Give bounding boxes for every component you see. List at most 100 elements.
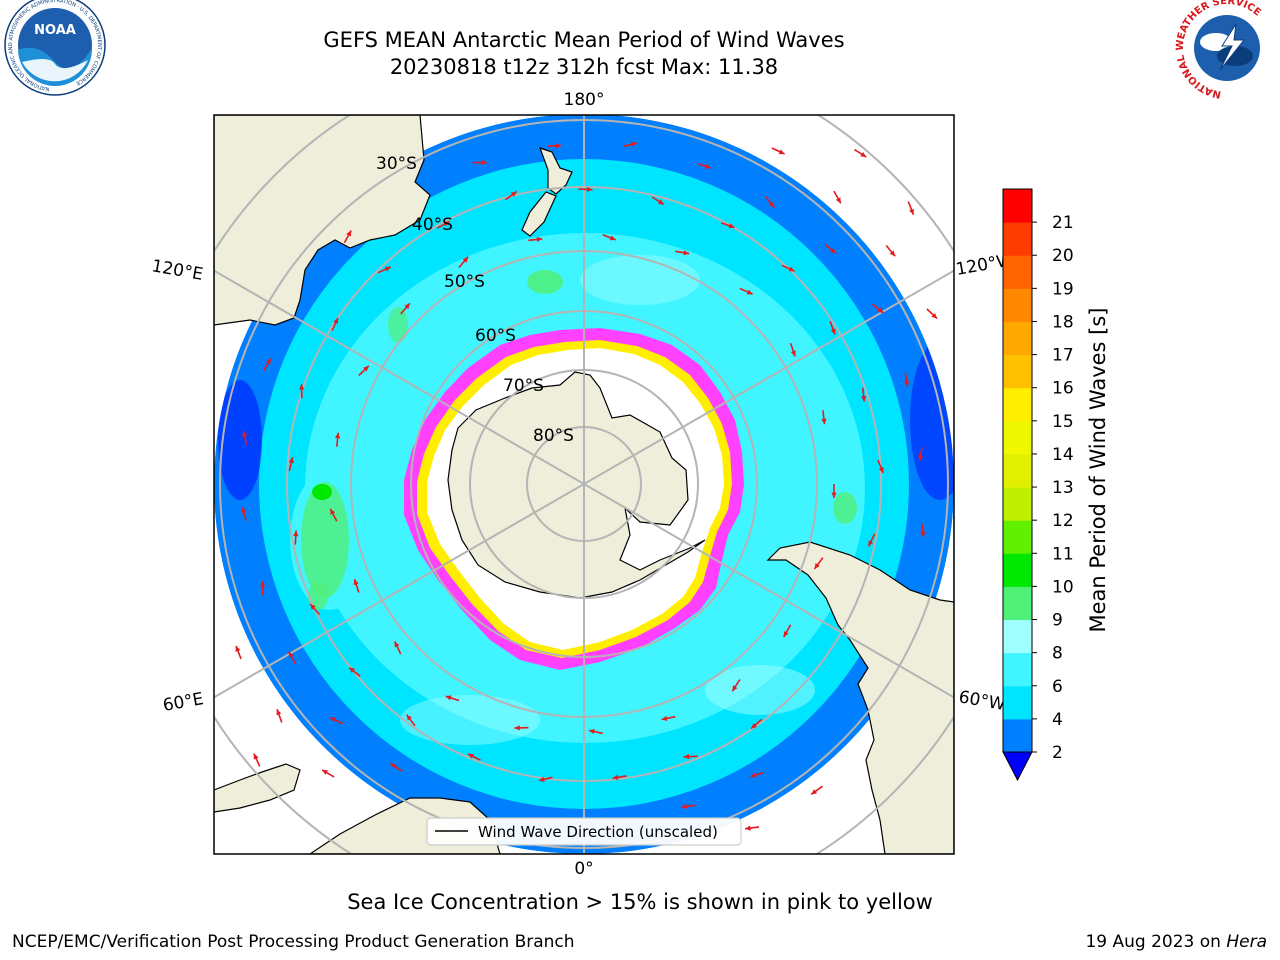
wind-wave-arrowhead bbox=[481, 160, 487, 166]
colorbar-tick-label: 8 bbox=[1052, 644, 1063, 664]
wind-wave-arrowhead bbox=[814, 563, 820, 569]
wind-wave-arrowhead bbox=[778, 149, 785, 155]
colorbar-tick-label: 19 bbox=[1052, 279, 1074, 299]
wind-wave-arrowhead bbox=[835, 197, 841, 204]
wind-wave-arrowhead bbox=[704, 163, 711, 169]
footer-date-text: 19 Aug 2023 on bbox=[1085, 932, 1221, 952]
wind-wave-arrowhead bbox=[394, 641, 400, 648]
colorbar-tick-label: 10 bbox=[1052, 577, 1074, 597]
colorbar-tick-label: 18 bbox=[1052, 312, 1074, 332]
wind-wave-arrowhead bbox=[288, 651, 294, 658]
footer-date: 19 Aug 2023 on Hera bbox=[1085, 932, 1267, 952]
colorbar-tick-label: 21 bbox=[1052, 213, 1074, 233]
wind-wave-arrowhead bbox=[830, 328, 836, 335]
chart-subtitle: 20230818 t12z 312h fcst Max: 11.38 bbox=[389, 55, 779, 79]
wind-wave-arrowhead bbox=[830, 247, 836, 254]
colorbar-tick-label: 17 bbox=[1052, 346, 1074, 366]
wind-wave-arrowhead bbox=[788, 266, 795, 272]
wind-wave-arrowhead bbox=[931, 313, 938, 319]
arrow-legend-label: Wind Wave Direction (unscaled) bbox=[478, 823, 718, 841]
wind-wave-arrowhead bbox=[353, 579, 359, 586]
colorbar-bin bbox=[1003, 718, 1032, 753]
wind-wave-arrowhead bbox=[253, 753, 259, 760]
wind-wave-arrowhead bbox=[445, 695, 452, 701]
wind-wave-arrowhead bbox=[683, 754, 690, 760]
wind-wave-arrowhead bbox=[462, 256, 469, 263]
wind-wave-arrowhead bbox=[443, 221, 450, 227]
australia-landmass bbox=[214, 115, 431, 326]
colorbar-bin bbox=[1003, 685, 1032, 720]
colorbar-bin bbox=[1003, 553, 1032, 587]
wind-wave-arrowhead bbox=[683, 250, 690, 256]
wind-wave-arrowhead bbox=[310, 604, 316, 610]
wind-wave-arrowhead bbox=[363, 365, 369, 372]
colorbar: 2 4 6 8 9 10 11 12 13 14 15 16 17 18 19 20 21 bbox=[1002, 188, 1074, 782]
wind-wave-arrowhead bbox=[831, 492, 837, 498]
wind-wave-arrowhead bbox=[745, 825, 751, 831]
colorbar-bin bbox=[1003, 189, 1032, 223]
wind-wave-arrowhead bbox=[661, 715, 668, 721]
colorbar-bin bbox=[1003, 321, 1032, 356]
green-period-patch bbox=[301, 482, 349, 598]
low-period-patch bbox=[910, 340, 954, 500]
colorbar-tick-label: 15 bbox=[1052, 412, 1074, 432]
colorbar-bin bbox=[1003, 387, 1032, 422]
colorbar-bin bbox=[1003, 487, 1032, 521]
colorbar-bin bbox=[1003, 586, 1032, 621]
chart-title: GEFS MEAN Antarctic Mean Period of Wind … bbox=[323, 28, 845, 52]
wind-wave-arrowhead bbox=[612, 774, 619, 780]
new-zealand-south bbox=[521, 191, 557, 237]
colorbar-tick-label: 11 bbox=[1052, 544, 1074, 564]
colorbar-bin bbox=[1003, 652, 1032, 687]
wind-wave-arrowhead bbox=[390, 763, 397, 769]
wind-wave-arrowhead bbox=[918, 455, 924, 461]
wind-wave-arrowhead bbox=[330, 508, 336, 515]
wind-wave-arrowhead bbox=[330, 717, 337, 723]
wind-wave-arrowhead bbox=[538, 776, 545, 782]
wind-wave-arrowhead bbox=[241, 507, 247, 514]
wind-wave-arrows bbox=[235, 141, 938, 831]
map-area: 30°S 40°S 50°S 60°S 70°S 80°S Wind Wave … bbox=[214, 115, 954, 854]
colorbar-under-extension bbox=[1002, 751, 1033, 782]
wind-wave-arrowhead bbox=[536, 236, 543, 242]
wind-wave-arrowhead bbox=[276, 709, 282, 716]
arrow-legend: Wind Wave Direction (unscaled) bbox=[426, 817, 742, 846]
wind-wave-arrowhead bbox=[349, 667, 356, 673]
south-america-landmass bbox=[766, 460, 954, 854]
wind-wave-arrowhead bbox=[609, 235, 616, 241]
wind-wave-arrowhead bbox=[790, 350, 796, 357]
wind-wave-arrowhead bbox=[769, 201, 775, 208]
lon-label-60e: 60°E bbox=[161, 689, 205, 716]
wind-wave-arrowhead bbox=[510, 191, 517, 197]
map-frame bbox=[213, 114, 955, 855]
wind-wave-arrowhead bbox=[346, 230, 352, 237]
wind-wave-arrowhead bbox=[821, 418, 827, 425]
wind-wave-arrowhead bbox=[728, 223, 735, 229]
lat-label-40s: 40°S bbox=[412, 215, 453, 235]
lon-label-60w: 60°W bbox=[957, 687, 1007, 715]
footer-credit: NCEP/EMC/Verification Post Processing Pr… bbox=[12, 932, 575, 952]
noaa-logo-text: NOAA bbox=[34, 23, 76, 38]
colorbar-frame bbox=[1002, 188, 1033, 753]
colorbar-bin bbox=[1003, 288, 1032, 322]
wind-wave-arrowhead bbox=[750, 772, 757, 778]
wind-wave-arrowhead bbox=[889, 250, 896, 257]
colorbar-bin bbox=[1003, 354, 1032, 389]
colorbar-bin bbox=[1003, 453, 1032, 488]
wind-wave-arrowhead bbox=[868, 540, 874, 547]
wind-wave-arrowhead bbox=[288, 457, 294, 464]
colorbar-tick-label: 4 bbox=[1052, 710, 1063, 730]
lat-label-30s: 30°S bbox=[376, 154, 417, 174]
wind-wave-arrowhead bbox=[404, 303, 410, 310]
wind-wave-arrowhead bbox=[468, 753, 474, 759]
lon-label-180: 180° bbox=[564, 90, 605, 110]
wind-wave-arrowhead bbox=[265, 358, 271, 365]
colorbar-bin bbox=[1003, 420, 1032, 455]
wind-wave-arrowhead bbox=[861, 396, 867, 402]
colorbar-tick-label: 12 bbox=[1052, 511, 1074, 531]
wind-wave-arrowhead bbox=[877, 307, 884, 313]
lat-label-50s: 50°S bbox=[444, 272, 485, 292]
wind-wave-arrowhead bbox=[732, 685, 738, 692]
colorbar-tick-label: 13 bbox=[1052, 478, 1074, 498]
meridian-lines bbox=[214, 115, 954, 854]
